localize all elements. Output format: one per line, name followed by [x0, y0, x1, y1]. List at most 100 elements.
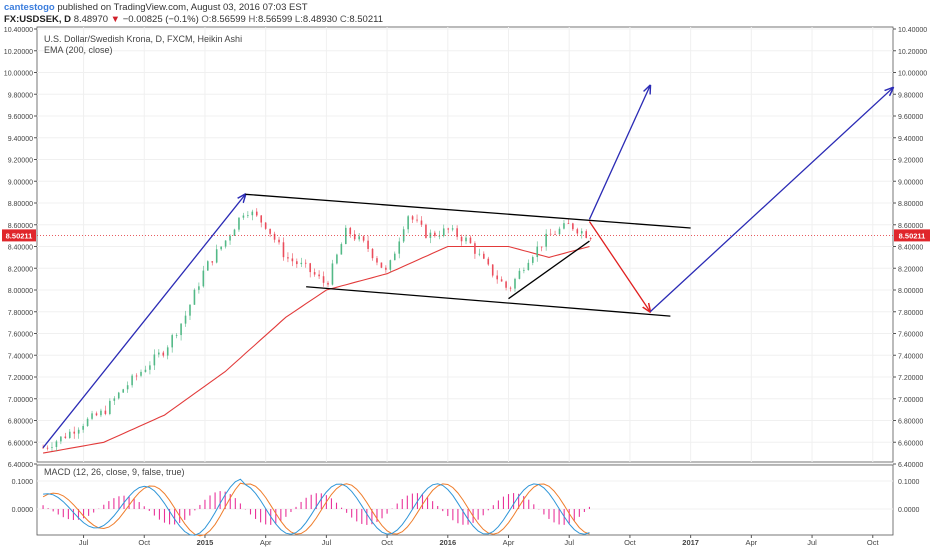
y-tick-label-left: 9.00000 — [8, 179, 33, 186]
candle-body — [567, 223, 570, 224]
candle-body — [229, 235, 231, 241]
candle-body — [349, 227, 352, 235]
low-value: 8.48930 — [302, 14, 338, 25]
candle-body — [469, 237, 472, 244]
candle-body — [505, 281, 507, 288]
x-tick-label: Jul — [807, 538, 817, 547]
candle-body — [331, 263, 334, 285]
candle-body — [91, 413, 93, 419]
candle-body — [291, 258, 294, 262]
candle-body — [86, 418, 89, 427]
candle-body — [572, 223, 574, 230]
candle-body — [563, 223, 565, 229]
y-tick-label-left: 8.00000 — [8, 288, 33, 295]
candle-body — [247, 215, 249, 217]
candle-body — [371, 248, 374, 259]
candle-body — [193, 289, 196, 305]
candle-body — [260, 215, 263, 223]
candle-body — [149, 365, 151, 370]
candle-body — [536, 246, 539, 258]
candle-body — [113, 398, 116, 401]
candle-body — [367, 240, 369, 249]
candle-body — [411, 216, 414, 220]
y-tick-label-right: 7.40000 — [898, 353, 923, 360]
channel-bottom-line — [306, 286, 671, 317]
candle-body — [309, 263, 311, 273]
candle-body — [460, 236, 463, 242]
candle-body — [287, 257, 289, 259]
candle-body — [269, 228, 271, 234]
y-tick-label-right: 6.40000 — [898, 462, 923, 469]
y-tick-label-left: 9.40000 — [8, 136, 33, 143]
x-tick-label: Oct — [624, 538, 637, 547]
candle-body — [509, 287, 512, 289]
candle-body — [220, 246, 222, 250]
candle-body — [135, 375, 138, 377]
candle-body — [362, 236, 365, 241]
candle-body — [282, 242, 285, 258]
candle-body — [42, 447, 44, 449]
price-tag-right — [894, 229, 930, 242]
y-tick-label-left: 6.80000 — [8, 419, 33, 426]
trend-drawings[interactable] — [42, 86, 893, 449]
grid — [37, 27, 893, 465]
candle-body — [296, 261, 298, 265]
candle-body — [153, 354, 156, 366]
candle-body — [158, 352, 160, 355]
candle-body — [68, 431, 71, 438]
y-tick-label-right: 9.20000 — [898, 158, 923, 165]
candle-body — [202, 270, 205, 287]
symbol-label: FX:USDSEK, D — [4, 14, 72, 25]
change-arrow-icon: ▼ — [110, 14, 121, 25]
x-tick-label: Oct — [867, 538, 880, 547]
y-tick-label-left: 9.20000 — [8, 158, 33, 165]
x-tick-label: 2016 — [439, 538, 456, 547]
candle-body — [523, 270, 525, 271]
candle-body — [491, 264, 494, 276]
candle-body — [380, 262, 383, 268]
candle-body — [389, 260, 392, 270]
x-tick-label: Jul — [322, 538, 332, 547]
candle-body — [313, 272, 316, 275]
candle-body — [162, 352, 165, 356]
candle-body — [255, 211, 258, 216]
candle-body — [109, 400, 111, 415]
candle-body — [416, 219, 418, 221]
candle-body — [434, 232, 436, 236]
candle-body — [126, 385, 129, 390]
candle-body — [166, 347, 169, 356]
candle-body — [385, 267, 387, 270]
candle-body — [318, 274, 320, 277]
candle-body — [393, 253, 396, 261]
macd-legend: MACD (12, 26, close, 9, false, true) — [44, 467, 185, 477]
candle-body — [206, 261, 209, 271]
candle-body — [180, 323, 182, 336]
candle-body — [487, 258, 490, 265]
x-tick-label: 2015 — [197, 538, 214, 547]
panel-frames — [36, 26, 894, 536]
candle-body — [500, 279, 503, 282]
candle-body — [73, 431, 76, 434]
projection-up-arrow-2 — [649, 88, 893, 313]
macd-tick-right: 0.0000 — [898, 507, 920, 514]
macd-panel-frame — [36, 464, 894, 536]
candle-body — [264, 222, 267, 229]
candle-body — [140, 371, 142, 376]
candle-body — [95, 413, 98, 416]
candle-body — [251, 211, 254, 216]
y-tick-label-right: 7.00000 — [898, 397, 923, 404]
x-tick-label: Apr — [260, 538, 272, 547]
candle-body — [496, 275, 498, 280]
ema-line — [43, 245, 590, 454]
price-tag-right-label: 8.50211 — [899, 231, 926, 240]
candle-body — [55, 441, 58, 448]
author-name[interactable]: cantestogo — [4, 2, 55, 13]
y-tick-label-left: 7.40000 — [8, 353, 33, 360]
candle-body — [171, 335, 173, 348]
candle-body — [407, 216, 409, 230]
x-tick-label: Jul — [79, 538, 89, 547]
candle-body — [589, 237, 592, 240]
candle-body — [478, 253, 481, 255]
candle-body — [447, 228, 450, 230]
